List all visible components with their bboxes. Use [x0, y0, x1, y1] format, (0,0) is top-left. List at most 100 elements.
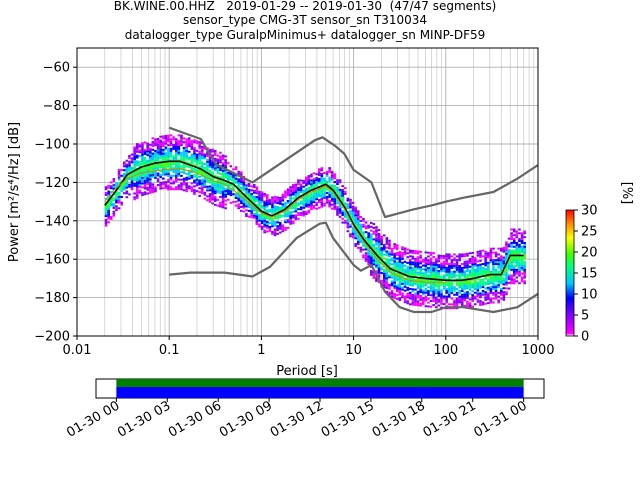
timeline-tick-label: 01-30 00 [64, 398, 122, 440]
psd-cell [273, 216, 277, 219]
psd-cell [226, 175, 230, 178]
psd-cell [185, 144, 188, 147]
psd-cell [445, 299, 448, 302]
psd-cell [515, 234, 519, 237]
psd-cell [104, 209, 108, 212]
psd-cell [252, 185, 256, 188]
psd-cell [429, 261, 433, 264]
psd-cell [161, 156, 165, 159]
psd-cell [505, 277, 508, 280]
psd-cell [427, 268, 430, 271]
psd-cell [486, 271, 490, 274]
psd-cell [520, 249, 524, 252]
psd-cell [362, 235, 365, 238]
psd-cell [447, 266, 451, 269]
y-tick-label: −160 [34, 253, 70, 268]
psd-cell [250, 185, 253, 188]
psd-cell [341, 210, 344, 213]
psd-cell [297, 183, 300, 186]
psd-cell [401, 294, 404, 297]
psd-cell [416, 250, 420, 253]
psd-cell [180, 167, 183, 170]
psd-cell [200, 161, 204, 164]
psd-cell [289, 197, 292, 200]
psd-cell [351, 232, 355, 235]
psd-cell [271, 202, 274, 205]
psd-cell [419, 270, 422, 273]
psd-cell [484, 270, 487, 273]
psd-cell [494, 261, 498, 264]
psd-cell [224, 195, 227, 198]
psd-cell [388, 276, 391, 279]
psd-cell [135, 193, 139, 196]
psd-cell [242, 179, 246, 182]
psd-cell [156, 153, 160, 156]
psd-cell [369, 262, 373, 265]
psd-cell [265, 226, 269, 229]
psd-cell [151, 144, 155, 147]
psd-cell [398, 258, 402, 261]
psd-cell [135, 185, 139, 188]
x-tick-label: 1 [257, 343, 265, 358]
psd-cell [520, 266, 524, 269]
psd-cell [429, 263, 433, 266]
psd-cell [416, 277, 420, 280]
psd-cell [494, 297, 498, 300]
psd-cell [515, 259, 519, 262]
psd-cell [198, 145, 201, 148]
psd-cell [427, 286, 430, 289]
psd-cell [193, 160, 196, 163]
psd-cell [133, 156, 136, 159]
psd-cell [447, 295, 451, 298]
psd-cell [395, 273, 399, 276]
psd-cell [427, 278, 430, 281]
psd-cell [260, 200, 264, 203]
psd-cell [372, 223, 376, 226]
psd-cell [484, 256, 487, 259]
psd-cell [278, 223, 282, 226]
psd-cell [156, 149, 160, 152]
psd-cell [471, 269, 474, 272]
psd-cell [406, 256, 409, 259]
psd-cell [117, 193, 121, 196]
psd-cell [349, 212, 352, 215]
psd-cell [135, 177, 139, 180]
psd-cell [484, 260, 487, 263]
psd-cell [141, 186, 144, 189]
psd-cell [216, 154, 220, 157]
psd-cell [408, 261, 412, 264]
psd-cell [476, 277, 480, 280]
psd-cell [421, 291, 425, 294]
psd-cell [320, 201, 324, 204]
psd-cell [359, 223, 363, 226]
psd-cell [107, 213, 110, 216]
psd-cell [427, 282, 430, 285]
psd-cell [455, 299, 459, 302]
psd-cell [523, 272, 526, 275]
psd-cell [239, 188, 243, 191]
psd-cell [198, 146, 201, 149]
psd-cell [424, 270, 428, 273]
psd-cell [510, 232, 513, 235]
psd-cell [494, 278, 498, 281]
psd-cell [489, 270, 493, 273]
psd-cell [434, 263, 438, 266]
psd-cell [359, 250, 363, 253]
psd-cell [143, 175, 147, 178]
psd-cell [403, 268, 407, 271]
psd-cell [164, 163, 168, 166]
psd-cell [112, 206, 116, 209]
psd-cell [484, 296, 487, 299]
psd-cell [294, 206, 298, 209]
psd-cell [484, 264, 487, 267]
psd-cell [198, 191, 201, 194]
psd-cell [497, 286, 500, 289]
psd-cell [492, 284, 495, 287]
psd-cell [463, 295, 467, 298]
psd-cell [512, 241, 516, 244]
psd-cell [497, 280, 500, 283]
psd-cell [317, 189, 321, 192]
psd-cell [190, 155, 194, 158]
psd-cell [185, 149, 188, 152]
psd-cell [395, 297, 399, 300]
